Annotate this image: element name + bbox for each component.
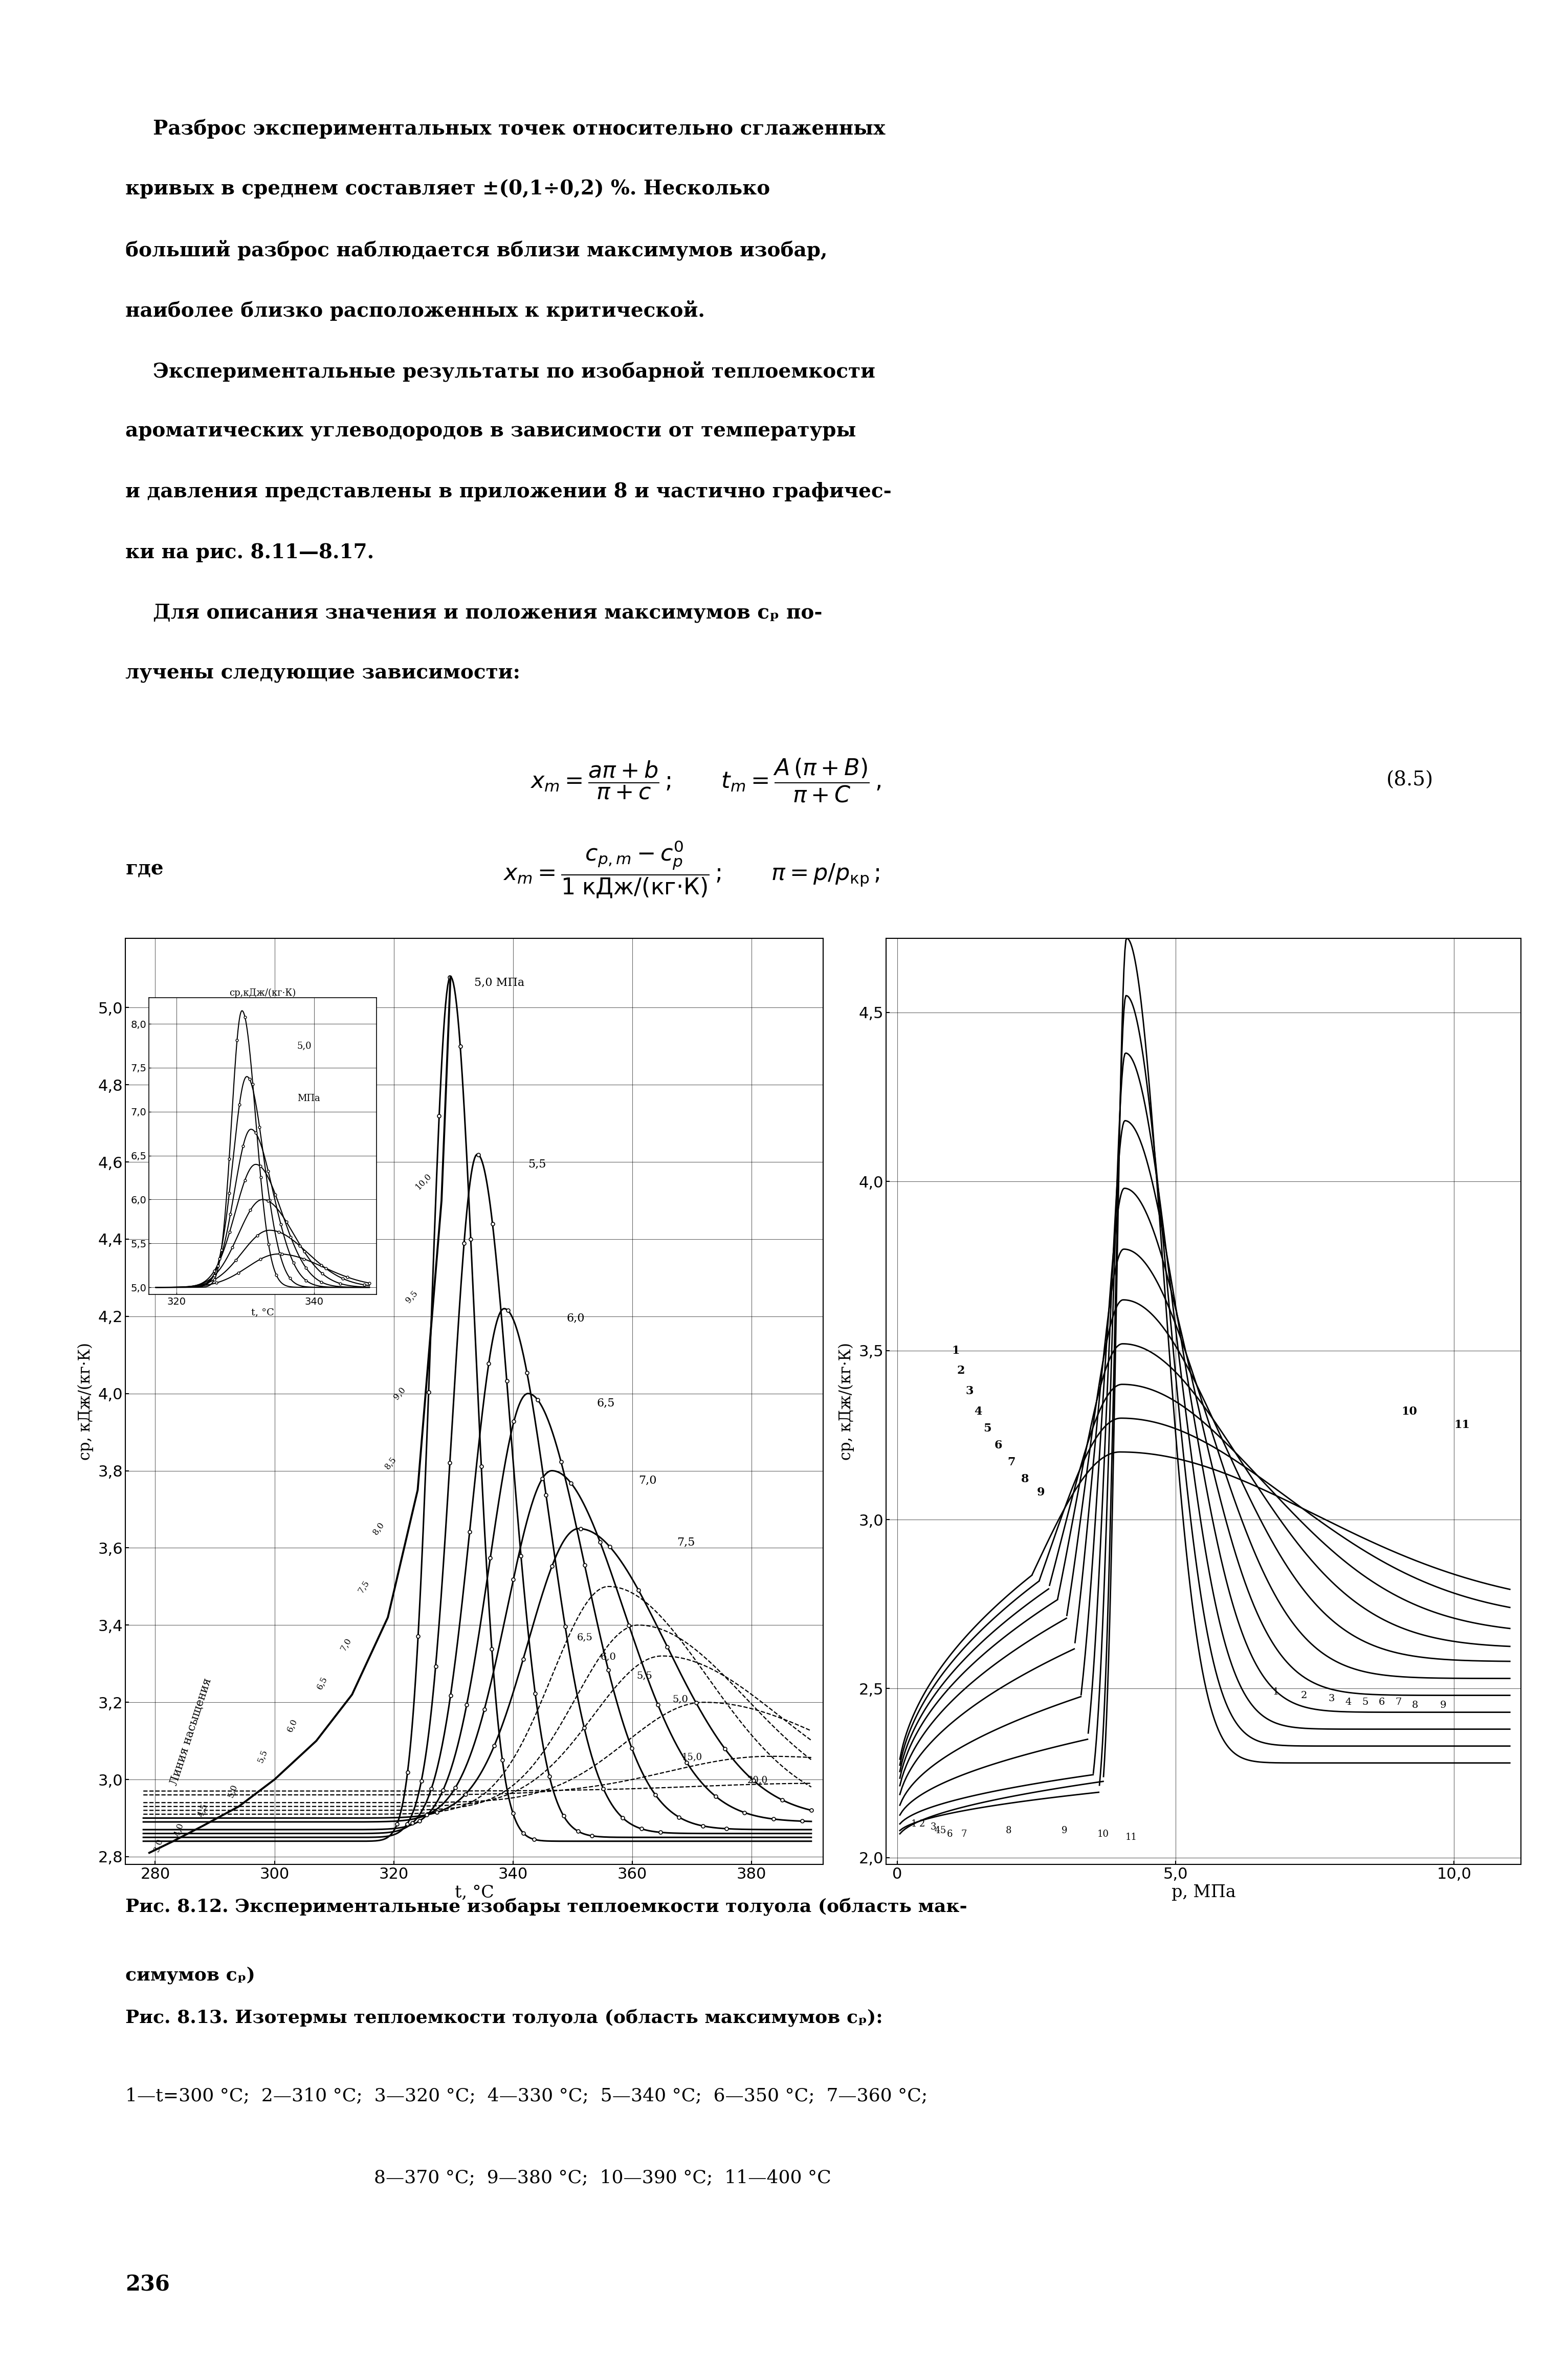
Text: 8,0: 8,0: [372, 1520, 386, 1537]
Y-axis label: cp, кДж/(кг·К): cp, кДж/(кг·К): [78, 1342, 94, 1461]
Text: 8: 8: [1021, 1472, 1029, 1484]
X-axis label: p, МПа: p, МПа: [1171, 1883, 1236, 1900]
Text: наиболее близко расположенных к критической.: наиболее близко расположенных к критичес…: [125, 302, 706, 321]
Text: Линия насыщения: Линия насыщения: [168, 1677, 213, 1788]
Text: 6: 6: [1378, 1698, 1385, 1708]
Text: 6: 6: [994, 1439, 1002, 1451]
Text: симумов cₚ): симумов cₚ): [125, 1966, 256, 1983]
Text: 2: 2: [1300, 1691, 1306, 1700]
Text: (8.5): (8.5): [1386, 772, 1433, 791]
Text: 10: 10: [1098, 1829, 1109, 1838]
Text: 5,0 МПа: 5,0 МПа: [475, 976, 525, 988]
Text: 7: 7: [1396, 1698, 1402, 1708]
Text: 3: 3: [966, 1385, 974, 1396]
Text: 6: 6: [947, 1829, 953, 1838]
Text: 236: 236: [125, 2273, 169, 2297]
Title: cp,кДж/(кг·К): cp,кДж/(кг·К): [229, 988, 296, 997]
Text: 8,5: 8,5: [383, 1456, 398, 1470]
Text: больший разброс наблюдается вблизи максимумов изобар,: больший разброс наблюдается вблизи макси…: [125, 240, 828, 261]
Text: ароматических углеводородов в зависимости от температуры: ароматических углеводородов в зависимост…: [125, 423, 856, 442]
Text: 10,0: 10,0: [414, 1171, 433, 1192]
Text: 3: 3: [1328, 1693, 1334, 1703]
Text: 5: 5: [983, 1423, 991, 1434]
X-axis label: t, °С: t, °С: [251, 1309, 274, 1318]
Text: 7,5: 7,5: [356, 1579, 372, 1594]
Text: 5,5: 5,5: [256, 1748, 270, 1765]
Text: 5: 5: [939, 1826, 946, 1836]
Text: 1—t=300 °C;  2—310 °C;  3—320 °C;  4—330 °C;  5—340 °C;  6—350 °C;  7—360 °C;: 1—t=300 °C; 2—310 °C; 3—320 °C; 4—330 °C…: [125, 2088, 928, 2104]
Text: $x_m = \dfrac{c_{p,m} - c_p^0}{1\;\text{кДж/(кг·К)}}\,;$$\quad\quad \pi = p/p_{\: $x_m = \dfrac{c_{p,m} - c_p^0}{1\;\text{…: [503, 838, 880, 900]
Text: 9: 9: [1439, 1700, 1446, 1710]
Text: 20,0: 20,0: [748, 1776, 768, 1786]
Text: $x_m = \dfrac{a\pi + b}{\pi + c}\,;$$\quad\quad t_m = \dfrac{A\,(\pi + B)}{\pi +: $x_m = \dfrac{a\pi + b}{\pi + c}\,;$$\qu…: [530, 758, 881, 803]
Text: 4,5: 4,5: [196, 1803, 210, 1819]
Text: 15,0: 15,0: [682, 1753, 702, 1762]
Text: 5,0: 5,0: [673, 1696, 688, 1703]
Text: 5: 5: [1363, 1698, 1369, 1708]
Text: 4: 4: [935, 1826, 941, 1836]
Text: 6,0: 6,0: [601, 1653, 616, 1662]
Text: где: где: [125, 860, 163, 879]
Text: 7,0: 7,0: [638, 1475, 657, 1487]
Y-axis label: cp, кДж/(кг·К): cp, кДж/(кг·К): [839, 1342, 855, 1461]
Text: 10: 10: [1402, 1406, 1417, 1418]
Text: лучены следующие зависимости:: лучены следующие зависимости:: [125, 665, 521, 684]
Text: 5,5: 5,5: [528, 1159, 546, 1171]
Text: 1: 1: [952, 1344, 960, 1356]
Text: Для описания значения и положения максимумов cₚ по-: Для описания значения и положения максим…: [125, 603, 823, 622]
Text: 5,0: 5,0: [226, 1784, 240, 1798]
Text: 5,5: 5,5: [637, 1672, 652, 1682]
Text: кривых в среднем составляет ±(0,1÷0,2) %. Несколько: кривых в среднем составляет ±(0,1÷0,2) %…: [125, 180, 770, 199]
Text: 7,0: 7,0: [339, 1636, 353, 1653]
Text: 8: 8: [1411, 1700, 1419, 1710]
Text: 6,5: 6,5: [577, 1634, 593, 1641]
Text: 3,0: 3,0: [152, 1838, 165, 1852]
X-axis label: t, °С: t, °С: [455, 1883, 494, 1900]
Text: МПа: МПа: [296, 1095, 320, 1104]
Text: 6,5: 6,5: [315, 1674, 329, 1691]
Text: 4: 4: [1345, 1698, 1352, 1708]
Text: 2: 2: [956, 1366, 964, 1377]
Text: 2: 2: [919, 1819, 925, 1829]
Text: 9: 9: [1036, 1487, 1044, 1499]
Text: ки на рис. 8.11—8.17.: ки на рис. 8.11—8.17.: [125, 544, 375, 563]
Text: 1: 1: [1273, 1686, 1279, 1696]
Text: 9,5: 9,5: [405, 1290, 420, 1304]
Text: 6,0: 6,0: [566, 1313, 585, 1325]
Text: 7,5: 7,5: [677, 1537, 695, 1548]
Text: 9,0: 9,0: [392, 1385, 408, 1401]
Text: Экспериментальные результаты по изобарной теплоемкости: Экспериментальные результаты по изобарно…: [125, 361, 875, 382]
Text: 6,0: 6,0: [285, 1717, 299, 1734]
Text: 4,0: 4,0: [172, 1822, 185, 1838]
Text: 11: 11: [1454, 1420, 1469, 1430]
Text: 7: 7: [961, 1829, 967, 1838]
Text: Рис. 8.12. Экспериментальные изобары теплоемкости толуола (область мак-: Рис. 8.12. Экспериментальные изобары теп…: [125, 1898, 967, 1917]
Text: 7: 7: [1007, 1456, 1014, 1468]
Text: 6,5: 6,5: [596, 1399, 615, 1408]
Text: 8: 8: [1005, 1826, 1011, 1836]
Text: Рис. 8.13. Изотермы теплоемкости толуола (область максимумов cₚ):: Рис. 8.13. Изотермы теплоемкости толуола…: [125, 2009, 883, 2028]
Text: 4: 4: [974, 1406, 982, 1418]
Text: и давления представлены в приложении 8 и частично графичес-: и давления представлены в приложении 8 и…: [125, 482, 892, 501]
Text: 11: 11: [1126, 1834, 1137, 1843]
Text: 8—370 °C;  9—380 °C;  10—390 °C;  11—400 °C: 8—370 °C; 9—380 °C; 10—390 °C; 11—400 °C: [373, 2168, 831, 2187]
Text: 3: 3: [930, 1822, 936, 1831]
Text: 1: 1: [911, 1819, 917, 1829]
Text: 9: 9: [1062, 1826, 1068, 1836]
Text: Разброс экспериментальных точек относительно сглаженных: Разброс экспериментальных точек относите…: [125, 119, 886, 138]
Text: 5,0: 5,0: [296, 1040, 312, 1050]
